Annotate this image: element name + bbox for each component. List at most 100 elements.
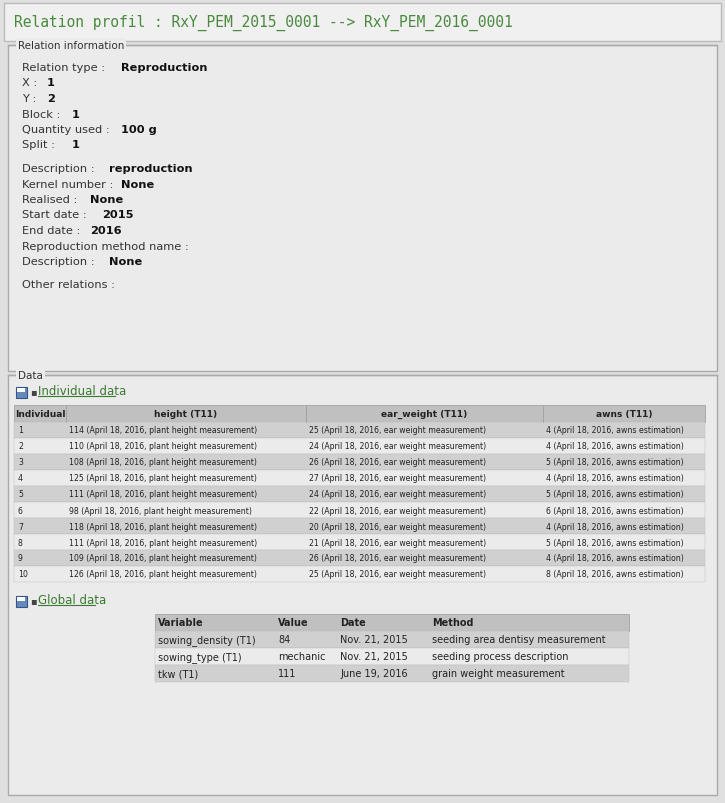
Text: sowing_density (T1): sowing_density (T1) (158, 634, 256, 645)
Text: Realised :: Realised : (22, 195, 81, 205)
Text: Other relations :: Other relations : (22, 280, 115, 290)
Text: mechanic: mechanic (278, 652, 326, 662)
Text: 4 (April 18, 2016, awns estimation): 4 (April 18, 2016, awns estimation) (546, 474, 684, 483)
Text: 25 (April 18, 2016, ear weight measurement): 25 (April 18, 2016, ear weight measureme… (309, 426, 486, 435)
Bar (14, 422, 705, 438)
Text: seeding area dentisy measurement: seeding area dentisy measurement (432, 634, 605, 645)
Bar (14, 438, 705, 454)
Text: 9: 9 (18, 554, 23, 563)
Text: 5 (April 18, 2016, awns estimation): 5 (April 18, 2016, awns estimation) (546, 490, 684, 499)
Bar (14, 406, 705, 422)
Text: 22 (April 18, 2016, ear weight measurement): 22 (April 18, 2016, ear weight measureme… (309, 506, 486, 515)
Text: 5: 5 (18, 490, 23, 499)
Text: 4 (April 18, 2016, awns estimation): 4 (April 18, 2016, awns estimation) (546, 426, 684, 435)
Text: Description :: Description : (22, 257, 99, 267)
Text: 5 (April 18, 2016, awns estimation): 5 (April 18, 2016, awns estimation) (546, 538, 684, 547)
Text: 26 (April 18, 2016, ear weight measurement): 26 (April 18, 2016, ear weight measureme… (309, 458, 486, 467)
Text: 24 (April 18, 2016, ear weight measurement): 24 (April 18, 2016, ear weight measureme… (309, 490, 486, 499)
Text: Relation type :: Relation type : (22, 63, 109, 73)
Text: Nov. 21, 2015: Nov. 21, 2015 (340, 652, 407, 662)
Text: height (T11): height (T11) (154, 410, 217, 418)
Text: 1: 1 (18, 426, 23, 435)
Bar (14, 503, 705, 519)
Text: tkw (T1): tkw (T1) (158, 669, 198, 679)
Bar (8, 376, 717, 795)
Text: Variable: Variable (158, 618, 204, 628)
Text: 126 (April 18, 2016, plant height measurement): 126 (April 18, 2016, plant height measur… (69, 570, 257, 579)
Bar (14, 550, 705, 566)
Text: 100 g: 100 g (121, 124, 157, 135)
Text: 110 (April 18, 2016, plant height measurement): 110 (April 18, 2016, plant height measur… (69, 442, 257, 451)
Text: 125 (April 18, 2016, plant height measurement): 125 (April 18, 2016, plant height measur… (69, 474, 257, 483)
Text: Block :: Block : (22, 109, 64, 120)
Text: 6 (April 18, 2016, awns estimation): 6 (April 18, 2016, awns estimation) (546, 506, 684, 515)
Text: 118 (April 18, 2016, plant height measurement): 118 (April 18, 2016, plant height measur… (69, 522, 257, 531)
Text: 84: 84 (278, 634, 290, 645)
Text: Relation information: Relation information (18, 41, 125, 51)
Text: 3: 3 (18, 458, 23, 467)
Text: 2: 2 (47, 94, 54, 104)
Text: 4 (April 18, 2016, awns estimation): 4 (April 18, 2016, awns estimation) (546, 522, 684, 531)
Bar (155, 614, 629, 631)
Text: 108 (April 18, 2016, plant height measurement): 108 (April 18, 2016, plant height measur… (69, 458, 257, 467)
Text: ear_weight (T11): ear_weight (T11) (381, 410, 468, 418)
Text: Global data: Global data (38, 593, 107, 607)
Text: Split :: Split : (22, 141, 59, 150)
Text: 10: 10 (18, 570, 28, 579)
Text: Description :: Description : (22, 164, 99, 173)
Bar (14, 519, 705, 534)
Text: 111 (April 18, 2016, plant height measurement): 111 (April 18, 2016, plant height measur… (69, 490, 257, 499)
Bar (17, 389, 25, 393)
Bar (155, 665, 629, 683)
Text: Start date :: Start date : (22, 210, 90, 220)
Text: None: None (90, 195, 123, 205)
Text: 8: 8 (18, 538, 23, 547)
Text: 2016: 2016 (90, 226, 122, 236)
Text: 2015: 2015 (103, 210, 134, 220)
Text: ▪: ▪ (30, 386, 37, 397)
Text: None: None (109, 257, 142, 267)
Bar (4, 4, 721, 42)
Text: Method: Method (432, 618, 473, 628)
Text: Nov. 21, 2015: Nov. 21, 2015 (340, 634, 407, 645)
Text: 1: 1 (47, 79, 54, 88)
Text: awns (T11): awns (T11) (596, 410, 652, 418)
Text: Reproduction: Reproduction (121, 63, 207, 73)
Text: Value: Value (278, 618, 309, 628)
Text: None: None (121, 179, 154, 190)
Text: 26 (April 18, 2016, ear weight measurement): 26 (April 18, 2016, ear weight measureme… (309, 554, 486, 563)
Text: Kernel number :: Kernel number : (22, 179, 117, 190)
Text: 8 (April 18, 2016, awns estimation): 8 (April 18, 2016, awns estimation) (546, 570, 684, 579)
Text: 109 (April 18, 2016, plant height measurement): 109 (April 18, 2016, plant height measur… (69, 554, 257, 563)
Text: 27 (April 18, 2016, ear weight measurement): 27 (April 18, 2016, ear weight measureme… (309, 474, 486, 483)
Bar (14, 534, 705, 550)
Text: 21 (April 18, 2016, ear weight measurement): 21 (April 18, 2016, ear weight measureme… (309, 538, 486, 547)
Text: X :: X : (22, 79, 41, 88)
Bar (16, 597, 27, 607)
Text: 20 (April 18, 2016, ear weight measurement): 20 (April 18, 2016, ear weight measureme… (309, 522, 486, 531)
Text: Y :: Y : (22, 94, 40, 104)
Text: 4 (April 18, 2016, awns estimation): 4 (April 18, 2016, awns estimation) (546, 442, 684, 451)
Bar (14, 487, 705, 503)
Bar (8, 46, 717, 372)
Text: Quantity used :: Quantity used : (22, 124, 113, 135)
Text: seeding process description: seeding process description (432, 652, 568, 662)
Text: grain weight measurement: grain weight measurement (432, 669, 565, 679)
Text: reproduction: reproduction (109, 164, 192, 173)
Text: 98 (April 18, 2016, plant height measurement): 98 (April 18, 2016, plant height measure… (69, 506, 252, 515)
Bar (16, 388, 27, 398)
Text: 5 (April 18, 2016, awns estimation): 5 (April 18, 2016, awns estimation) (546, 458, 684, 467)
Bar (14, 471, 705, 487)
Bar (155, 648, 629, 665)
Text: 2: 2 (18, 442, 23, 451)
Text: 24 (April 18, 2016, ear weight measurement): 24 (April 18, 2016, ear weight measureme… (309, 442, 486, 451)
Text: 111: 111 (278, 669, 297, 679)
Text: Individual: Individual (14, 410, 65, 418)
Text: 1: 1 (72, 141, 80, 150)
Text: Reproduction method name :: Reproduction method name : (22, 241, 192, 251)
Text: End date :: End date : (22, 226, 84, 236)
Text: 111 (April 18, 2016, plant height measurement): 111 (April 18, 2016, plant height measur… (69, 538, 257, 547)
Text: Data: Data (18, 370, 43, 381)
Text: sowing_type (T1): sowing_type (T1) (158, 651, 241, 662)
Text: ▪: ▪ (30, 595, 37, 605)
